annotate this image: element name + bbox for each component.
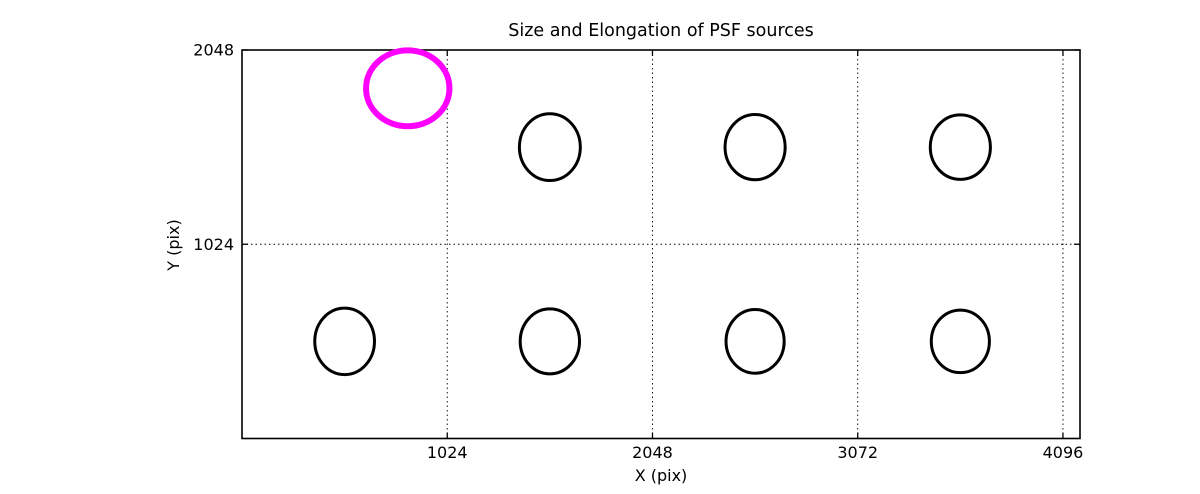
psf-ellipse bbox=[928, 113, 992, 181]
x-tick-label-1024: 1024 bbox=[427, 443, 468, 462]
psf-ellipse bbox=[723, 112, 787, 182]
chart-title: Size and Elongation of PSF sources bbox=[508, 21, 814, 41]
psf-ellipse bbox=[518, 307, 582, 376]
axes-frame-layer bbox=[241, 49, 1081, 440]
x-tick-label-2048: 2048 bbox=[632, 443, 673, 462]
x-tick-label-3072: 3072 bbox=[837, 443, 878, 462]
x-axis-label: X (pix) bbox=[635, 466, 688, 485]
highlighted-psf-ellipse bbox=[363, 47, 453, 130]
psf-ellipse bbox=[929, 308, 991, 375]
grid-layer bbox=[242, 49, 1080, 439]
psf-ellipse bbox=[517, 112, 582, 183]
tick-label-layer: 1024 2048 3072 4096 1024 2048 bbox=[193, 41, 1083, 463]
y-tick-label-1024: 1024 bbox=[193, 235, 234, 254]
psf-ellipse bbox=[313, 306, 376, 377]
x-tick-label-4096: 4096 bbox=[1043, 443, 1084, 462]
y-axis-label: Y (pix) bbox=[164, 219, 183, 271]
psf-ellipse bbox=[724, 308, 786, 375]
y-tick-label-2048: 2048 bbox=[193, 41, 234, 60]
plot-frame bbox=[241, 49, 1081, 440]
ellipse-layer bbox=[313, 47, 992, 377]
